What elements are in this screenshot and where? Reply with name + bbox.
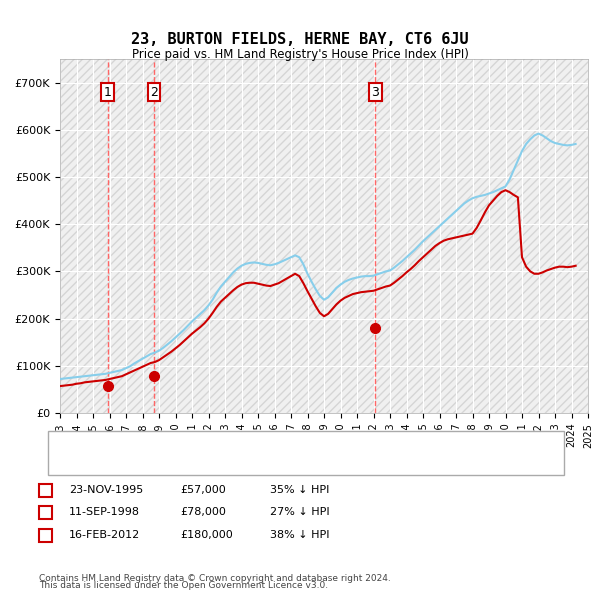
- Text: ────: ────: [72, 455, 106, 470]
- Text: 1: 1: [104, 86, 112, 99]
- Text: 38% ↓ HPI: 38% ↓ HPI: [270, 530, 329, 539]
- Text: 23, BURTON FIELDS, HERNE BAY, CT6 6JU (detached house): 23, BURTON FIELDS, HERNE BAY, CT6 6JU (d…: [120, 438, 430, 448]
- Text: 2: 2: [42, 507, 49, 517]
- Text: This data is licensed under the Open Government Licence v3.0.: This data is licensed under the Open Gov…: [39, 581, 328, 590]
- Text: £180,000: £180,000: [180, 530, 233, 539]
- Text: HPI: Average price, detached house, Canterbury: HPI: Average price, detached house, Cant…: [120, 458, 372, 467]
- Text: 23, BURTON FIELDS, HERNE BAY, CT6 6JU: 23, BURTON FIELDS, HERNE BAY, CT6 6JU: [131, 32, 469, 47]
- Text: £78,000: £78,000: [180, 507, 226, 517]
- Text: 27% ↓ HPI: 27% ↓ HPI: [270, 507, 329, 517]
- Text: 11-SEP-1998: 11-SEP-1998: [69, 507, 140, 517]
- Text: 1: 1: [42, 485, 49, 494]
- Text: £57,000: £57,000: [180, 485, 226, 494]
- Text: 16-FEB-2012: 16-FEB-2012: [69, 530, 140, 539]
- Text: 23-NOV-1995: 23-NOV-1995: [69, 485, 143, 494]
- Text: Price paid vs. HM Land Registry's House Price Index (HPI): Price paid vs. HM Land Registry's House …: [131, 48, 469, 61]
- Text: 2: 2: [150, 86, 158, 99]
- Text: ────: ────: [72, 436, 106, 450]
- Text: 3: 3: [371, 86, 379, 99]
- Text: Contains HM Land Registry data © Crown copyright and database right 2024.: Contains HM Land Registry data © Crown c…: [39, 573, 391, 583]
- Text: 3: 3: [42, 530, 49, 539]
- Text: 35% ↓ HPI: 35% ↓ HPI: [270, 485, 329, 494]
